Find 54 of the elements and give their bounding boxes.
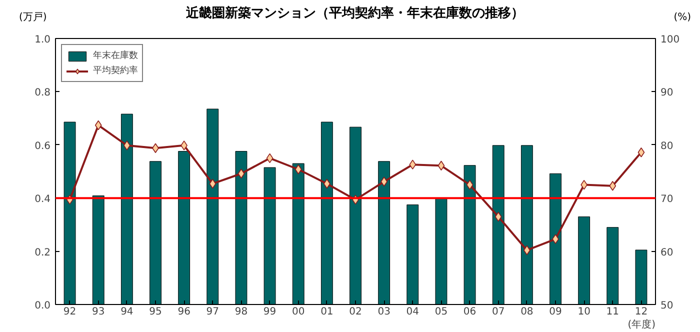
- point: [124, 140, 130, 150]
- point: [238, 168, 245, 179]
- point: [494, 212, 502, 222]
- x-tick-label: 04: [406, 306, 420, 318]
- y-axis-title: (万戸): [19, 11, 47, 25]
- y2-tick-label: 80: [660, 140, 674, 152]
- x-tick-label: 92: [63, 306, 76, 318]
- y-tick-label: 0.8: [34, 88, 51, 99]
- x-tick-label: 08: [520, 306, 534, 318]
- x-tick-label: 00: [292, 306, 305, 318]
- y2-tick-label: 90: [660, 88, 674, 99]
- x-tick-label: 93: [92, 306, 105, 318]
- y2-tick-label: 70: [660, 194, 674, 206]
- x-tick-label: 01: [320, 306, 334, 318]
- x-tick-label: 11: [606, 306, 620, 318]
- y-tick-label: 1.0: [34, 34, 51, 46]
- point: [152, 143, 159, 153]
- point: [609, 180, 616, 191]
- x-tick-label: 99: [263, 306, 276, 318]
- x-tick-label: 95: [149, 306, 162, 318]
- point: [94, 120, 102, 130]
- y2-tick-label: 100: [660, 34, 680, 46]
- point: [180, 140, 188, 150]
- y-tick-label: 0.2: [34, 247, 51, 258]
- point: [409, 160, 416, 170]
- point: [209, 178, 216, 189]
- point: [552, 234, 559, 244]
- x-tick-label: 06: [463, 306, 476, 318]
- x-tick-label: 98: [234, 306, 248, 318]
- point: [294, 164, 302, 174]
- x-axis-title: (年度): [628, 318, 656, 330]
- legend-label: 平均契約率: [93, 64, 138, 77]
- x-tick-label: 07: [492, 306, 505, 318]
- x-tick-label: 10: [578, 306, 590, 318]
- x-tick-label: 94: [120, 306, 134, 318]
- x-tick-label: 12: [634, 306, 648, 318]
- x-tick-label: 96: [178, 306, 190, 318]
- y-tick-label: 0.4: [34, 194, 51, 206]
- x-tick-label: 02: [349, 306, 362, 318]
- x-tick-label: 05: [434, 306, 448, 318]
- x-tick-label: 09: [549, 306, 562, 318]
- y2-tick-label: 60: [660, 247, 674, 258]
- y2-axis-title: (%): [674, 11, 691, 25]
- point: [266, 153, 274, 164]
- point: [438, 160, 445, 171]
- y-tick-label: 0.0: [34, 300, 51, 312]
- x-tick-label: 97: [206, 306, 220, 318]
- x-tick-label: 03: [378, 306, 390, 318]
- y2-tick-label: 50: [660, 300, 674, 312]
- legend-label: 年末在庫数: [93, 50, 138, 62]
- point: [638, 147, 645, 158]
- chart-title: 近畿圏新築マンション（平均契約率・年末在庫数の推移）: [186, 6, 524, 21]
- y-tick-label: 0.6: [34, 140, 51, 152]
- point: [466, 180, 474, 190]
